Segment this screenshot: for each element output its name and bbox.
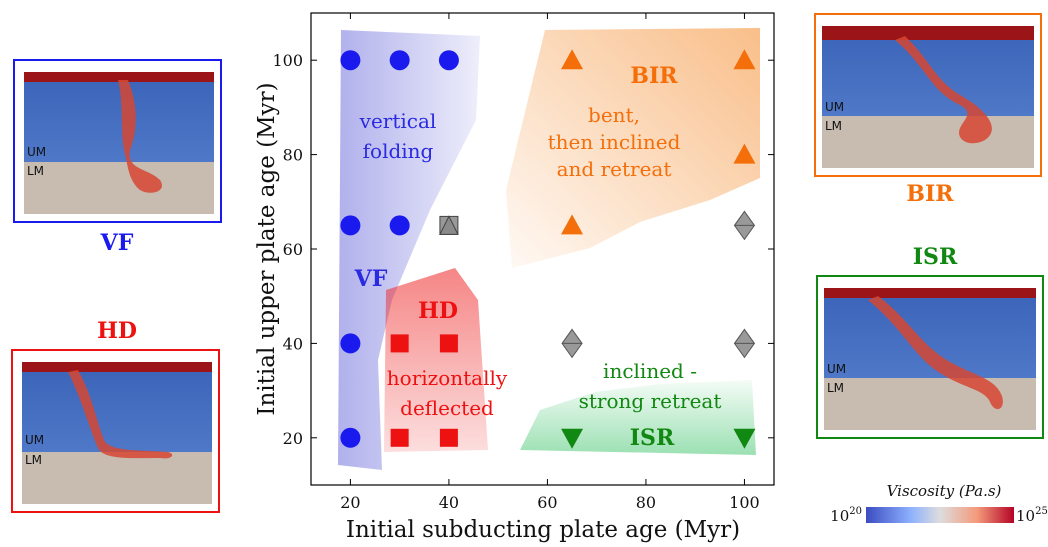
region-vf-description: vertical: [359, 109, 437, 133]
data-point-circle-0-4: [389, 215, 410, 236]
data-point-circle-0-3: [340, 215, 361, 236]
y-tick-label: 80: [283, 146, 303, 165]
panel-isr-lm: LM: [827, 381, 844, 395]
panel-vf-frame: [13, 59, 222, 223]
data-point-square-1-2: [390, 428, 409, 447]
region-bir: [506, 28, 760, 268]
region-bir-description: and retreat: [557, 157, 672, 181]
data-point-circle-0-1: [389, 50, 410, 71]
colorbar: Viscosity (Pa.s) 1020 1025: [830, 482, 1048, 525]
region-vf-code: VF: [354, 266, 388, 292]
data-point-circle-0-5: [340, 333, 361, 354]
panel-hd: HD UM LM: [11, 318, 220, 513]
panel-isr-lithosphere: [824, 288, 1036, 298]
panel-vf-slab: [118, 80, 162, 193]
panel-bir-lm: LM: [825, 119, 842, 133]
panel-vf-um: UM: [27, 145, 46, 159]
panel-bir-frame: [814, 13, 1042, 177]
data-point-circle-0-2: [438, 50, 459, 71]
panel-isr-lower-mantle: [824, 378, 1036, 430]
region-isr-code: ISR: [630, 425, 675, 451]
regime-regions: [338, 28, 760, 470]
panel-hd-lithosphere: [22, 362, 212, 372]
region-vf-description: folding: [363, 139, 434, 163]
y-tick-label: 20: [283, 429, 303, 448]
region-hd: [384, 268, 488, 452]
panel-bir: UM LM BIR: [814, 13, 1042, 207]
panel-isr-slab: [868, 296, 1003, 410]
panel-isr-frame: [816, 275, 1044, 439]
panel-vf-label: VF: [100, 230, 134, 256]
data-point-triangle-up-2-0: [561, 49, 584, 70]
panel-bir-um: UM: [825, 100, 844, 114]
panel-hd-frame: [11, 349, 220, 513]
data-point-triangle-down-3-1: [733, 428, 756, 449]
x-axis-label: Initial subducting plate age (Myr): [346, 517, 740, 543]
y-tick-label: 60: [283, 240, 303, 259]
x-tick-label: 80: [636, 493, 656, 512]
panel-bir-lower-mantle: [822, 116, 1034, 168]
axes: 20 40 60 80 100 20 40 60 80 100: [272, 13, 774, 512]
region-isr-description: strong retreat: [579, 389, 722, 413]
region-vf: [338, 30, 480, 470]
y-axis-label: Initial upper plate age (Myr): [254, 82, 280, 415]
region-bir-description: bent,: [588, 103, 640, 127]
region-isr: [520, 380, 756, 455]
region-hd-code: HD: [418, 298, 458, 324]
data-point-triangle-up-2-2: [733, 143, 756, 164]
panel-vf-lithosphere: [24, 72, 214, 82]
panel-isr-label: ISR: [913, 244, 958, 270]
data-point-triangle-down-3-0: [561, 428, 584, 449]
panel-bir-slab: [895, 36, 992, 144]
panel-vf: UM LM VF: [13, 59, 222, 256]
data-point-triangle-up-2-1: [733, 49, 756, 70]
y-tick-label: 100: [272, 51, 303, 70]
data-point-square-1-0: [390, 334, 409, 353]
panel-hd-upper-mantle: [22, 362, 212, 452]
data-point-square-1-3: [439, 428, 458, 447]
panel-vf-lm: LM: [27, 164, 44, 178]
x-tick-label: 20: [340, 493, 360, 512]
x-tick-label: 40: [439, 493, 459, 512]
panel-bir-lithosphere: [822, 26, 1034, 40]
data-point-diamond-4-2: [733, 328, 756, 359]
data-point-diamond-4-0: [733, 210, 756, 241]
data-point-circle-0-0: [340, 50, 361, 71]
panel-hd-lower-mantle: [22, 452, 212, 504]
x-tick-label: 100: [729, 493, 760, 512]
colorbar-min-label: 1020: [830, 506, 862, 525]
panel-vf-lower-mantle: [24, 162, 214, 214]
panel-hd-label: HD: [97, 318, 137, 344]
regime-chart: 20 40 60 80 100 20 40 60 80 100 VF vertical folding…: [254, 12, 775, 543]
region-bir-code: BIR: [630, 63, 678, 89]
colorbar-title: Viscosity (Pa.s): [887, 482, 1002, 500]
y-tick-label: 40: [283, 334, 303, 353]
region-labels: VF vertical folding HD horizontally deflected…: [354, 63, 722, 451]
panel-hd-slab: [68, 370, 173, 459]
data-point-square-1-1: [439, 334, 458, 353]
region-isr-description: inclined -: [603, 359, 697, 383]
data-point-circle-0-6: [340, 427, 361, 448]
region-hd-description: horizontally: [387, 366, 508, 390]
data-point-diamond-4-1: [561, 328, 583, 359]
data-markers: [340, 49, 756, 449]
panel-isr: ISR UM LM: [816, 244, 1044, 439]
colorbar-max-label: 1025: [1016, 506, 1048, 525]
panel-hd-um: UM: [25, 433, 44, 447]
panel-bir-label: BIR: [906, 181, 954, 207]
panel-hd-lm: LM: [25, 453, 42, 467]
x-tick-label: 60: [537, 493, 557, 512]
region-hd-description: deflected: [400, 396, 494, 420]
data-point-square-triangle-5-0: [439, 215, 459, 235]
panel-isr-um: UM: [827, 362, 846, 376]
region-bir-description: then inclined: [548, 130, 681, 154]
colorbar-gradient: [866, 507, 1014, 523]
panel-vf-upper-mantle: [24, 72, 214, 162]
data-point-triangle-up-2-3: [561, 214, 584, 235]
